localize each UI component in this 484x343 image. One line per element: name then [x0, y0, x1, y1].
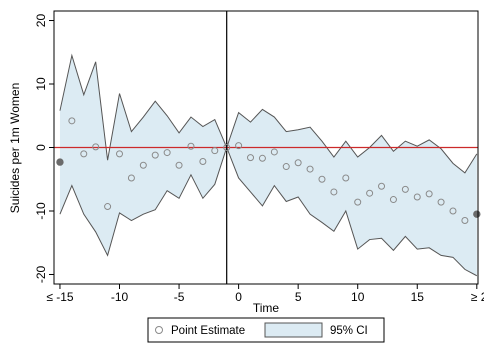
- x-tick-label: -10: [111, 290, 129, 304]
- point-estimate-marker: [449, 207, 457, 215]
- y-axis-label: Suicides per 1m Women: [8, 83, 22, 214]
- point-estimate-marker: [294, 159, 302, 167]
- point-estimate-marker: [258, 154, 266, 162]
- legend-ci-label: 95% CI: [330, 325, 368, 337]
- x-tick-label: 15: [411, 290, 425, 304]
- x-axis-label: Time: [253, 301, 280, 315]
- point-estimate-marker: [306, 165, 314, 173]
- legend-point-marker: [155, 326, 163, 334]
- x-tick-label: ≤ -15: [46, 290, 74, 304]
- point-estimate-marker: [235, 142, 243, 150]
- point-estimate-marker: [175, 161, 183, 169]
- x-tick-label: 10: [351, 290, 365, 304]
- point-estimate-marker: [437, 198, 445, 206]
- legend: Point Estimate 95% CI: [147, 317, 385, 343]
- point-estimate-marker: [389, 196, 397, 204]
- legend-ci-swatch: [264, 322, 323, 338]
- point-estimate-marker: [151, 151, 159, 159]
- point-estimate-marker: [282, 163, 290, 171]
- point-estimate-marker: [116, 150, 124, 158]
- point-estimate-marker: [56, 158, 64, 166]
- y-tick-label: 10: [34, 77, 48, 91]
- x-tick-label: 5: [295, 290, 302, 304]
- point-estimate-marker: [366, 189, 374, 197]
- point-estimate-marker: [163, 149, 171, 157]
- ci-upper-line: [59, 53, 478, 174]
- point-estimates: [56, 117, 481, 225]
- point-estimate-marker: [425, 190, 433, 198]
- point-estimate-marker: [461, 217, 469, 225]
- point-estimate-marker: [127, 174, 135, 182]
- point-estimate-marker: [223, 144, 231, 151]
- x-tick-label: 0: [235, 290, 242, 304]
- point-estimate-marker: [68, 117, 76, 125]
- x-tick-label: -5: [174, 290, 185, 304]
- point-estimate-marker: [211, 147, 219, 155]
- point-estimate-marker: [139, 161, 147, 169]
- legend-point-label: Point Estimate: [171, 325, 245, 337]
- point-estimate-marker: [80, 150, 88, 158]
- point-estimate-marker: [342, 174, 350, 182]
- point-estimate-marker: [413, 193, 421, 201]
- y-tick-label: 0: [34, 144, 48, 151]
- plot-area: [53, 10, 481, 285]
- y-tick-label: -10: [34, 202, 48, 220]
- point-estimate-marker: [92, 143, 100, 151]
- x-axis: ≤ -15 -10 -5 0 5 10 15 ≥ 20: [46, 284, 484, 304]
- point-estimate-marker: [247, 154, 255, 162]
- point-estimate-marker: [318, 175, 326, 183]
- y-axis: 20 10 0 -10 -20: [34, 14, 54, 283]
- point-estimate-marker: [104, 203, 112, 211]
- point-estimate-marker: [270, 148, 278, 156]
- y-tick-label: -20: [34, 265, 48, 283]
- ci-lower-line: [59, 146, 478, 277]
- point-estimate-marker: [401, 185, 409, 193]
- point-estimate-marker: [473, 210, 481, 218]
- x-tick-label: ≥ 20: [471, 290, 484, 304]
- point-estimate-marker: [330, 188, 338, 196]
- point-estimate-marker: [187, 142, 195, 150]
- point-estimate-marker: [354, 198, 362, 206]
- y-tick-label: 20: [34, 14, 48, 28]
- point-estimate-marker: [378, 182, 386, 190]
- ci-band: [59, 55, 477, 276]
- point-estimate-marker: [199, 157, 207, 165]
